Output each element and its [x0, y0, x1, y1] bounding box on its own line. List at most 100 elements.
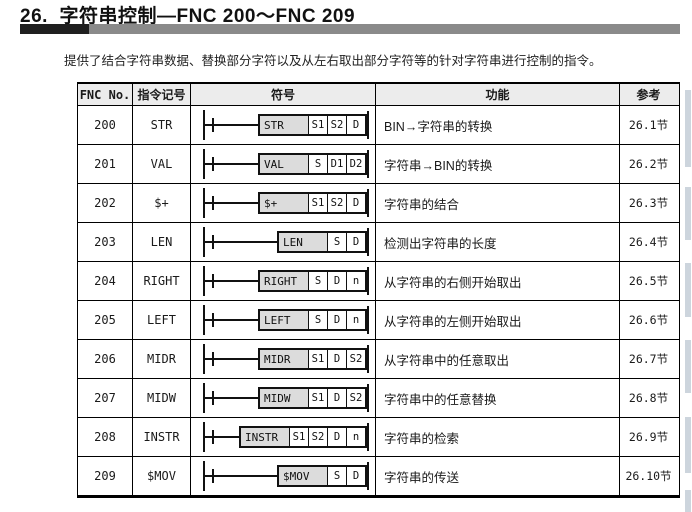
contact-icon: [212, 196, 214, 210]
wire: [214, 319, 258, 321]
contact-icon: [212, 352, 214, 366]
box-mnemonic: LEN: [279, 233, 327, 251]
function-text: 从字符串的右侧开始取出: [376, 262, 620, 300]
mnemonic: $MOV: [133, 457, 191, 495]
left-rail-icon: [203, 305, 205, 335]
ladder-symbol: LEFT S D n: [191, 301, 376, 339]
instruction-box: $MOV S D: [277, 465, 367, 487]
ladder-symbol: MIDR S1 D S2: [191, 340, 376, 378]
page-title: 26. 字符串控制—FNC 200～FNC 209: [20, 6, 356, 27]
operand: n: [346, 428, 365, 446]
operand: S1: [308, 116, 327, 134]
right-rail-icon: [367, 228, 369, 256]
right-rail-icon: [367, 462, 369, 490]
section-description: 提供了结合字符串数据、替换部分字符以及从左右取出部分字符等的针对字符串进行控制的…: [64, 54, 602, 68]
table-row: 204 RIGHT RIGHT S D n 从字符串的右侧开始: [78, 262, 679, 301]
instruction-box: LEN S D: [277, 231, 367, 253]
left-rail-icon: [203, 383, 205, 413]
left-rail-icon: [203, 422, 205, 452]
box-mnemonic: STR: [260, 116, 308, 134]
page-edge: [685, 490, 691, 512]
left-rail-icon: [203, 344, 205, 374]
ladder-diagram: LEN S D: [203, 227, 369, 257]
wire: [214, 202, 258, 204]
operand: S2: [346, 389, 365, 407]
operand: n: [346, 272, 365, 290]
fnc-number: 204: [78, 262, 133, 300]
operand: S: [308, 272, 327, 290]
page-edge: [685, 417, 691, 473]
function-text: 从字符串中的任意取出: [376, 340, 620, 378]
mnemonic: INSTR: [133, 418, 191, 456]
page-edge: [685, 187, 691, 240]
ladder-diagram: INSTR S1 S2 D n: [203, 422, 369, 452]
instruction-box: MIDW S1 D S2: [258, 387, 367, 409]
operand: S: [308, 311, 327, 329]
ladder-diagram: STR S1 S2 D: [203, 110, 369, 140]
reference: 26.4节: [628, 235, 669, 249]
contact-wire: [205, 397, 212, 399]
table-row: 208 INSTR INSTR S1 S2 D n: [78, 418, 679, 457]
page-edge: [685, 90, 691, 167]
header-symbol: 符号: [191, 84, 376, 105]
wire: [214, 124, 258, 126]
mnemonic: LEN: [133, 223, 191, 261]
ladder-symbol: $+ S1 S2 D: [191, 184, 376, 222]
reference: 26.9节: [628, 430, 669, 444]
operand: S1: [308, 389, 327, 407]
title-rule-gray: [89, 24, 680, 34]
table-row: 207 MIDW MIDW S1 D S2 字符串中的任意替换: [78, 379, 679, 418]
operand: S: [327, 233, 346, 251]
operand: S1: [308, 350, 327, 368]
box-mnemonic: VAL: [260, 155, 308, 173]
left-rail-icon: [203, 266, 205, 296]
fnc-number: 207: [78, 379, 133, 417]
instruction-box: STR S1 S2 D: [258, 114, 367, 136]
table-row: 209 $MOV $MOV S D 字符串的传送 26.10节: [78, 457, 679, 495]
left-rail-icon: [203, 188, 205, 218]
box-mnemonic: LEFT: [260, 311, 308, 329]
function-text: BIN→字符串的转换: [376, 106, 620, 144]
fnc-number: 206: [78, 340, 133, 378]
wire: [214, 475, 277, 477]
operand: D: [346, 233, 365, 251]
reference: 26.3节: [628, 196, 669, 210]
operand: S1: [289, 428, 308, 446]
operand: S2: [327, 194, 346, 212]
contact-icon: [212, 274, 214, 288]
reference: 26.5节: [628, 274, 669, 288]
operand: D: [327, 311, 346, 329]
reference: 26.1节: [628, 118, 669, 132]
header-reference: 参考: [636, 88, 661, 102]
mnemonic: MIDW: [133, 379, 191, 417]
reference: 26.8节: [628, 391, 669, 405]
reference: 26.2节: [628, 157, 669, 171]
fnc-number: 202: [78, 184, 133, 222]
fnc-number: 209: [78, 457, 133, 495]
operand: n: [346, 311, 365, 329]
function-text: 字符串中的任意替换: [376, 379, 620, 417]
ladder-diagram: $MOV S D: [203, 461, 369, 491]
reference: 26.7节: [628, 352, 669, 366]
instruction-box: RIGHT S D n: [258, 270, 367, 292]
ladder-diagram: MIDR S1 D S2: [203, 344, 369, 374]
table-row: 201 VAL VAL S D1 D2 字符串→BIN的转换: [78, 145, 679, 184]
title-rule-dark: [20, 24, 89, 34]
table-row: 200 STR STR S1 S2 D BIN→字符串的转换: [78, 106, 679, 145]
fnc-number: 208: [78, 418, 133, 456]
page-edge: [685, 263, 691, 317]
mnemonic: STR: [133, 106, 191, 144]
right-rail-icon: [367, 189, 369, 217]
instruction-box: $+ S1 S2 D: [258, 192, 367, 214]
right-rail-icon: [367, 111, 369, 139]
instruction-box: LEFT S D n: [258, 309, 367, 331]
contact-icon: [212, 235, 214, 249]
contact-icon: [212, 118, 214, 132]
contact-wire: [205, 358, 212, 360]
instruction-box: VAL S D1 D2: [258, 153, 367, 175]
left-rail-icon: [203, 149, 205, 179]
ladder-symbol: STR S1 S2 D: [191, 106, 376, 144]
operand: S2: [346, 350, 365, 368]
wire: [214, 397, 258, 399]
